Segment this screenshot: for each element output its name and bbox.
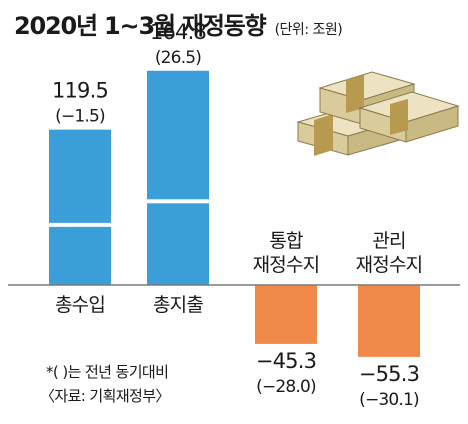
category-label-3-line-2: 재정수지: [253, 254, 320, 276]
bar-3: [255, 285, 317, 344]
change-label-2: (26.5): [155, 48, 201, 68]
change-label-4: (−30.1): [359, 390, 419, 410]
change-label-1: (−1.5): [55, 107, 105, 127]
change-label-3: (−28.0): [256, 377, 316, 397]
title-text: 2020년 1~3월 재정동향: [14, 12, 267, 40]
value-label-4: −55.3: [359, 362, 419, 386]
footnote: *( )는 전년 동기대비: [46, 363, 169, 381]
value-label-3: −45.3: [256, 349, 316, 373]
bar-4: [358, 285, 420, 357]
unit-label: (단위: 조원): [274, 22, 343, 38]
chart-title: 2020년 1~3월 재정동향 (단위: 조원): [14, 6, 343, 41]
value-label-2: 164.8: [150, 20, 206, 44]
source-note: 〈자료: 기획재정부〉: [40, 387, 170, 405]
money-stack-icon: [296, 71, 460, 156]
category-label-3-line-1: 통합: [269, 230, 303, 252]
value-label-1: 119.5: [52, 79, 108, 103]
category-label-1: 총수입: [55, 294, 105, 316]
bar-2: [147, 70, 209, 285]
category-label-2: 총지출: [153, 294, 203, 316]
category-label-4-line-2: 재정수지: [356, 254, 423, 276]
bar-1-axis-break: [48, 222, 112, 227]
bar-1: [49, 129, 111, 285]
bar-2-axis-break: [146, 199, 210, 204]
category-label-4-line-1: 관리: [372, 230, 405, 252]
